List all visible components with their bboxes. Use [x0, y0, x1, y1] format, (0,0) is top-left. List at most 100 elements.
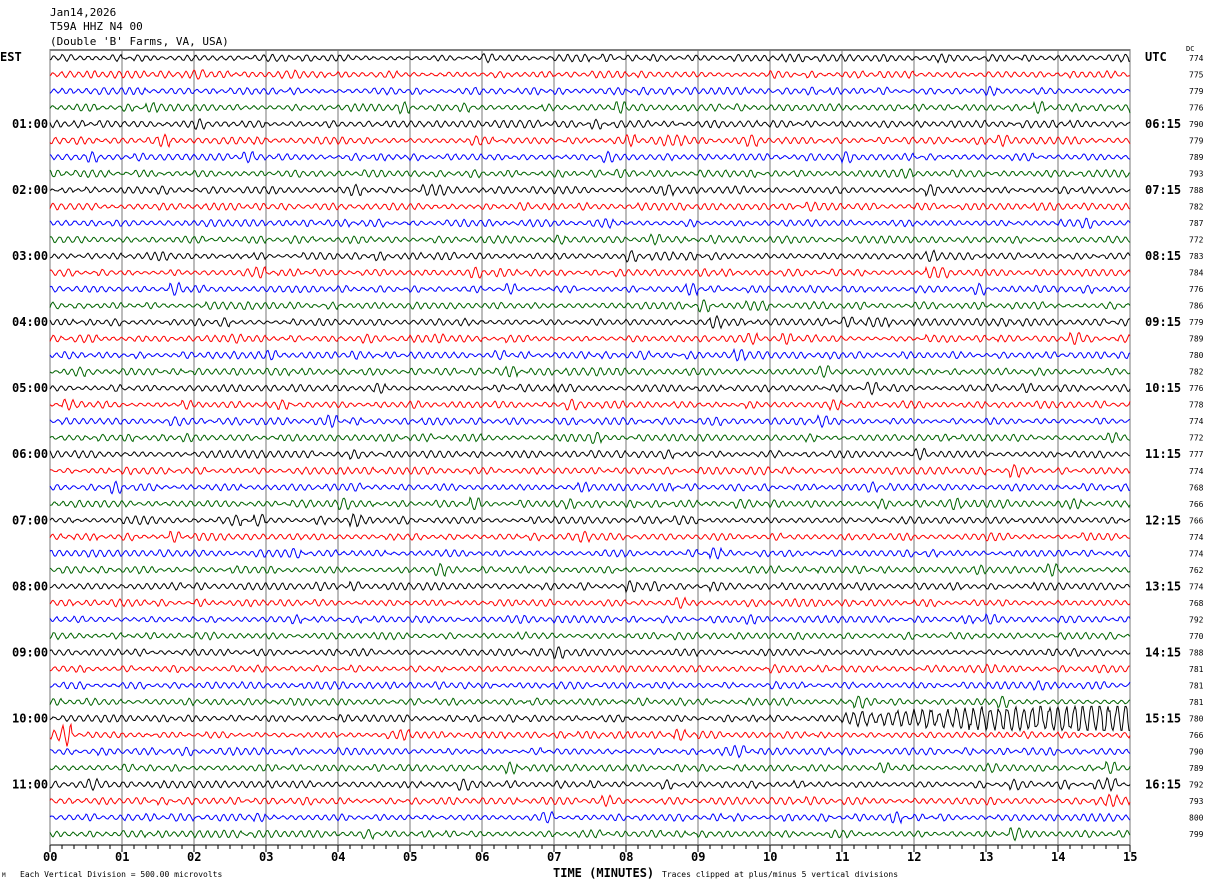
dc-offset-label: 793: [1189, 797, 1204, 806]
trace-line: [49, 704, 1130, 733]
station-label: T59A HHZ N4 00: [50, 20, 143, 33]
trace-line: [49, 100, 1131, 115]
trace-line: [49, 596, 1131, 609]
trace-line: [49, 760, 1131, 775]
dc-offset-label: 775: [1189, 71, 1204, 80]
date-label: Jan14,2026: [50, 6, 116, 19]
dc-offset-label: 799: [1189, 830, 1204, 839]
x-axis: 00 01 02 03 04 05 06 07 08 09 10 11 12 13 14 15: [43, 845, 1137, 864]
trace-line: [49, 233, 1131, 246]
est-hour-label: 04:00: [12, 315, 48, 329]
trace-line: [49, 480, 1131, 495]
x-tick-label: 02: [187, 850, 201, 864]
trace-line: [49, 52, 1131, 64]
utc-hour-label: 11:15: [1145, 447, 1181, 461]
trace-line: [49, 827, 1131, 842]
trace-line: [49, 150, 1131, 165]
grid: [49, 49, 1131, 846]
trace-line: [49, 695, 1131, 709]
x-tick-label: 05: [403, 850, 417, 864]
est-hour-label: 01:00: [12, 117, 48, 131]
est-hour-label: 03:00: [12, 249, 48, 263]
trace-line: [49, 776, 1131, 792]
dc-offset-label: 788: [1189, 648, 1204, 657]
utc-hour-label: 12:15: [1145, 513, 1181, 527]
dc-offset-label: 766: [1189, 516, 1204, 525]
trace-line: [49, 513, 1131, 528]
dc-offset-label: 776: [1189, 104, 1204, 113]
trace-line: [49, 183, 1131, 197]
dc-offset-label: 786: [1189, 302, 1204, 311]
est-hour-label: 11:00: [12, 777, 48, 791]
dc-offset-label: 776: [1189, 285, 1204, 294]
trace-line: [49, 431, 1131, 445]
dc-offset-label: 774: [1189, 417, 1204, 426]
trace-line: [49, 447, 1131, 461]
trace-line: [49, 314, 1131, 330]
trace-line: [49, 663, 1131, 674]
dc-offset-label: 774: [1189, 467, 1204, 476]
trace-line: [49, 463, 1131, 479]
est-hour-label: 05:00: [12, 381, 48, 395]
est-hour-label: 08:00: [12, 579, 48, 593]
dc-offset-label: 781: [1189, 681, 1204, 690]
trace-line: [49, 331, 1131, 346]
dc-offset-label: 789: [1189, 764, 1204, 773]
utc-hour-label: 14:15: [1145, 645, 1181, 659]
x-tick-label: 07: [547, 850, 561, 864]
utc-hour-label: 15:15: [1145, 711, 1181, 725]
dc-offset-label: 784: [1189, 269, 1204, 278]
dc-offset-label: 780: [1189, 714, 1204, 723]
dc-label: DC: [1186, 45, 1194, 53]
dc-offset-label: 783: [1189, 252, 1204, 261]
trace-line: [49, 793, 1131, 808]
dc-offset-label: 776: [1189, 384, 1204, 393]
location-label: (Double 'B' Farms, VA, USA): [50, 35, 229, 48]
x-tick-label: 06: [475, 850, 489, 864]
dc-offset-label: 788: [1189, 186, 1204, 195]
x-tick-label: 04: [331, 850, 345, 864]
trace-line: [49, 201, 1131, 212]
dc-offset-label: 792: [1189, 615, 1204, 624]
hour-labels: 774 775 779 776 790 779 789 793 788 782 787 772 783 7…: [12, 54, 1204, 839]
utc-hour-label: 10:15: [1145, 381, 1181, 395]
trace-line: [49, 530, 1131, 544]
corner-mark: M: [2, 872, 6, 879]
utc-label: UTC: [1145, 50, 1167, 64]
trace-line: [49, 613, 1131, 626]
trace-line: [49, 265, 1131, 279]
utc-hour-label: 13:15: [1145, 579, 1181, 593]
x-tick-label: 01: [115, 850, 129, 864]
trace-line: [49, 744, 1131, 759]
trace-line: [49, 381, 1131, 396]
dc-offset-label: 772: [1189, 236, 1204, 245]
trace-line: [49, 810, 1131, 825]
dc-offset-label: 777: [1189, 450, 1204, 459]
dc-offset-label: 770: [1189, 632, 1204, 641]
x-tick-label: 10: [763, 850, 777, 864]
dc-offset-label: 782: [1189, 368, 1204, 377]
dc-offset-label: 774: [1189, 582, 1204, 591]
est-hour-label: 09:00: [12, 645, 48, 659]
trace-line: [49, 364, 1131, 379]
est-hour-label: 06:00: [12, 447, 48, 461]
dc-offset-label: 768: [1189, 599, 1204, 608]
utc-hour-label: 08:15: [1145, 249, 1181, 263]
trace-line: [49, 281, 1131, 297]
trace-line: [49, 646, 1131, 659]
dc-offset-label: 779: [1189, 318, 1204, 327]
x-tick-label: 15: [1123, 850, 1137, 864]
x-tick-label: 11: [835, 850, 849, 864]
dc-offset-label: 800: [1189, 813, 1204, 822]
utc-hour-label: 16:15: [1145, 777, 1181, 791]
traces: [49, 52, 1131, 842]
clip-note: Traces clipped at plus/minus 5 vertical …: [662, 870, 898, 879]
dc-offset-label: 790: [1189, 747, 1204, 756]
trace-line: [49, 299, 1131, 313]
dc-offset-label: 772: [1189, 434, 1204, 443]
x-tick-label: 14: [1051, 850, 1065, 864]
trace-line: [49, 631, 1131, 641]
dc-offset-label: 789: [1189, 335, 1204, 344]
x-tick-label: 03: [259, 850, 273, 864]
trace-line: [49, 680, 1131, 691]
